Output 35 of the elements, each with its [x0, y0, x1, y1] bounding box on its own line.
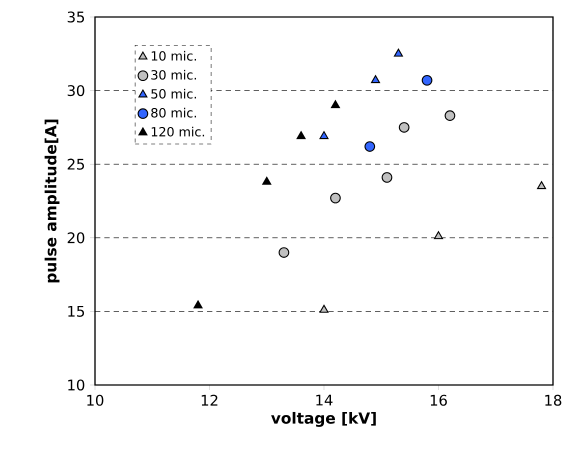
legend-label: 120 mic.	[152, 126, 204, 137]
point	[434, 231, 444, 240]
y-tick-label: 30	[68, 85, 84, 96]
point	[537, 181, 546, 190]
point	[262, 176, 272, 185]
x-axis-title: voltage [kV]	[271, 412, 376, 427]
point	[444, 110, 456, 121]
x-tick-label: 10	[87, 394, 104, 406]
point	[194, 300, 203, 308]
point	[364, 141, 376, 152]
legend-label: 50 mic.	[151, 88, 196, 99]
y-tick-label: 15	[68, 306, 84, 317]
y-tick-label: 10	[68, 379, 84, 391]
y-tick-label: 35	[68, 11, 84, 23]
point	[296, 131, 306, 140]
point	[398, 122, 410, 133]
y-tick-label: 25	[68, 158, 84, 170]
x-tick-label: 18	[545, 394, 562, 406]
y-axis-title: pulse amplitude[A]	[44, 120, 60, 282]
point	[371, 75, 380, 84]
y-tick-label: 20	[68, 232, 84, 244]
x-tick-label: 14	[316, 394, 333, 406]
x-tick-label: 16	[430, 394, 447, 406]
point	[394, 48, 403, 57]
legend-label: 30 mic.	[151, 70, 196, 80]
point	[330, 100, 340, 108]
legend-label: 80 mic.	[151, 108, 196, 118]
point	[382, 172, 392, 183]
point	[319, 131, 329, 140]
point	[278, 247, 290, 258]
x-tick-label: 12	[202, 394, 218, 406]
point	[330, 192, 341, 204]
point	[319, 304, 329, 313]
point	[422, 74, 432, 86]
legend-label: 10 mic.	[152, 50, 196, 61]
